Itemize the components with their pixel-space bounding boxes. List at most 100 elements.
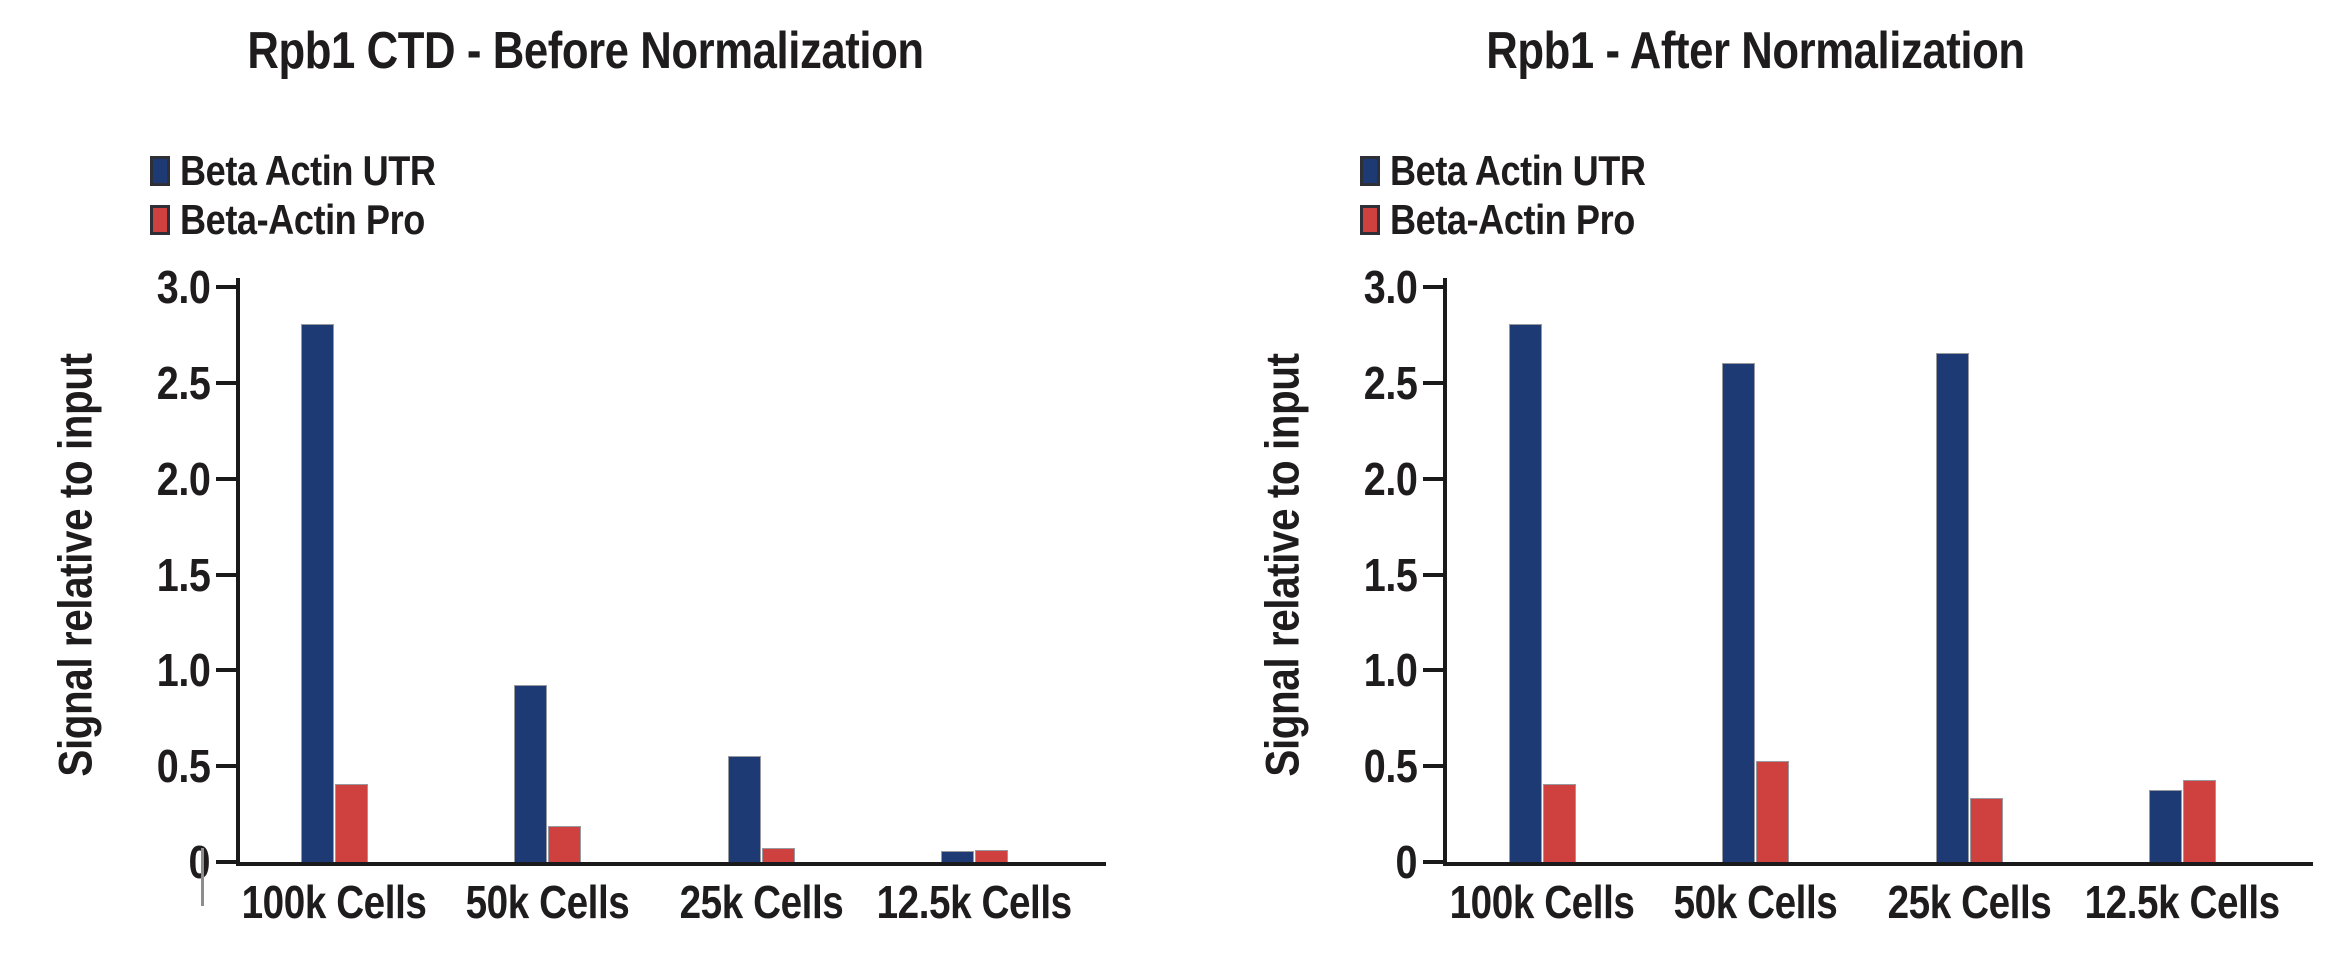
y-tick-label: 2.0 [0, 453, 210, 505]
bar-beta-actin-utr-25k-cells [728, 757, 760, 862]
y-tick-label: 2.5 [0, 357, 210, 409]
legend-item-beta-actin-pro: Beta-Actin Pro [1360, 195, 1687, 244]
legend-label: Beta Actin UTR [1390, 146, 1646, 194]
bar-beta-actin-utr-12-5k-cells [942, 852, 973, 862]
x-axis-label-text: 25k Cells [1887, 876, 2051, 928]
y-tick [216, 476, 240, 481]
legend-item-beta-actin-pro: Beta-Actin Pro [150, 195, 477, 244]
y-tick [1423, 668, 1447, 673]
legend-item-beta-actin-utr: Beta Actin UTR [1360, 146, 1687, 195]
bar-beta-actin-pro-100k-cells [1543, 785, 1575, 862]
y-tick [1423, 860, 1447, 864]
stray-artifact-line [201, 848, 204, 906]
x-axis-label-text: 50k Cells [465, 876, 630, 928]
bar-beta-actin-utr-50k-cells [515, 686, 546, 862]
legend-swatch-beta-actin-utr [1360, 155, 1380, 186]
y-tick-label: 0 [0, 836, 210, 888]
bar-beta-actin-pro-100k-cells [335, 785, 367, 862]
y-tick [1423, 572, 1447, 577]
x-axis-label: 100k Cells [1392, 876, 1692, 928]
y-tick [1423, 285, 1447, 289]
y-tick [1423, 476, 1447, 481]
y-axis-line [1443, 278, 1447, 866]
y-tick-label-text: 0.5 [1363, 740, 1417, 793]
y-tick-label-text: 3.0 [1363, 261, 1417, 313]
x-axis-label: 100k Cells [184, 876, 484, 928]
y-tick [216, 764, 240, 769]
x-axis-label: 25k Cells [1819, 876, 2119, 928]
y-tick-label: 3.0 [0, 261, 210, 313]
y-tick-label-text: 0 [188, 836, 210, 888]
y-tick-label: 2.0 [1170, 453, 1417, 505]
y-tick-label: 0.5 [0, 740, 210, 792]
y-tick-label-text: 2.5 [1363, 356, 1417, 409]
x-axis-label-text: 12.5k Cells [2084, 876, 2281, 928]
legend-label: Beta Actin UTR [180, 146, 436, 194]
x-axis-label-text: 50k Cells [1673, 876, 1838, 928]
y-tick-label: 2.5 [1170, 357, 1417, 409]
y-axis-line [236, 278, 240, 866]
chart-after-normalization: Rpb1 - After Normalization Beta Actin UT… [1170, 0, 2340, 966]
x-axis-label: 12.5k Cells [2033, 876, 2333, 928]
y-tick [216, 285, 240, 289]
y-tick-label: 1.0 [0, 644, 210, 696]
chart-before-normalization: Rpb1 CTD - Before Normalization Beta Act… [0, 16, 1170, 928]
y-tick-label-text: 0 [1395, 836, 1417, 888]
x-axis-label-text: 100k Cells [241, 876, 427, 928]
y-tick-label: 3.0 [1170, 261, 1417, 313]
chart-title: Rpb1 - After Normalization [1170, 16, 2340, 86]
x-axis-label-text: 100k Cells [1449, 876, 1635, 928]
y-tick-label-text: 2.5 [156, 356, 210, 409]
x-axis-line [236, 862, 1106, 866]
y-tick-label-text: 1.5 [1363, 548, 1417, 601]
legend-swatch-beta-actin-pro [150, 204, 170, 235]
legend: Beta Actin UTR Beta-Actin Pro [1360, 146, 1687, 244]
x-axis-line [1443, 862, 2313, 866]
y-tick [1423, 380, 1447, 385]
x-axis-label-text: 25k Cells [679, 876, 843, 928]
legend-item-beta-actin-utr: Beta Actin UTR [150, 146, 477, 195]
chart-title-text: Rpb1 CTD - Before Normalization [246, 22, 924, 80]
y-tick-label-text: 2.0 [1363, 452, 1417, 505]
bar-beta-actin-utr-12-5k-cells [2150, 791, 2181, 862]
y-tick-label: 1.5 [0, 549, 210, 601]
bar-beta-actin-pro-50k-cells [549, 827, 580, 862]
y-tick [216, 572, 240, 577]
chart-title-text: Rpb1 - After Normalization [1485, 22, 2025, 80]
legend-swatch-beta-actin-utr [150, 155, 170, 186]
bar-beta-actin-pro-50k-cells [1757, 762, 1788, 862]
bar-beta-actin-pro-25k-cells [1970, 799, 2002, 862]
y-tick [1423, 764, 1447, 769]
x-axis-label: 50k Cells [1606, 876, 1906, 928]
bar-beta-actin-utr-100k-cells [1509, 325, 1541, 862]
y-tick-label-text: 2.0 [156, 452, 210, 505]
bar-beta-actin-utr-50k-cells [1723, 364, 1754, 862]
x-axis-label: 25k Cells [611, 876, 911, 928]
y-tick-label-text: 1.0 [156, 644, 210, 697]
x-axis-label-text: 12.5k Cells [876, 876, 1073, 928]
chart-title: Rpb1 CTD - Before Normalization [0, 16, 1170, 86]
y-tick-label-text: 1.0 [1363, 644, 1417, 697]
y-tick [216, 668, 240, 673]
legend-swatch-beta-actin-pro [1360, 204, 1380, 235]
bar-beta-actin-pro-12-5k-cells [2184, 781, 2215, 862]
y-tick-label: 0 [1170, 836, 1417, 888]
legend: Beta Actin UTR Beta-Actin Pro [150, 146, 477, 244]
y-tick-label-text: 1.5 [156, 548, 210, 601]
bar-beta-actin-pro-25k-cells [762, 849, 794, 862]
y-tick-label: 0.5 [1170, 740, 1417, 792]
x-axis-label: 50k Cells [398, 876, 698, 928]
y-tick-label: 1.0 [1170, 644, 1417, 696]
x-axis-label: 12.5k Cells [825, 876, 1125, 928]
y-tick [216, 380, 240, 385]
y-tick-label-text: 0.5 [156, 740, 210, 793]
bar-beta-actin-pro-12-5k-cells [976, 851, 1007, 862]
legend-label: Beta-Actin Pro [1390, 195, 1635, 243]
legend-label: Beta-Actin Pro [180, 195, 425, 243]
bar-beta-actin-utr-25k-cells [1936, 354, 1968, 862]
y-tick [216, 860, 240, 864]
y-tick-label: 1.5 [1170, 549, 1417, 601]
bar-beta-actin-utr-100k-cells [301, 325, 333, 862]
y-tick-label-text: 3.0 [156, 261, 210, 313]
